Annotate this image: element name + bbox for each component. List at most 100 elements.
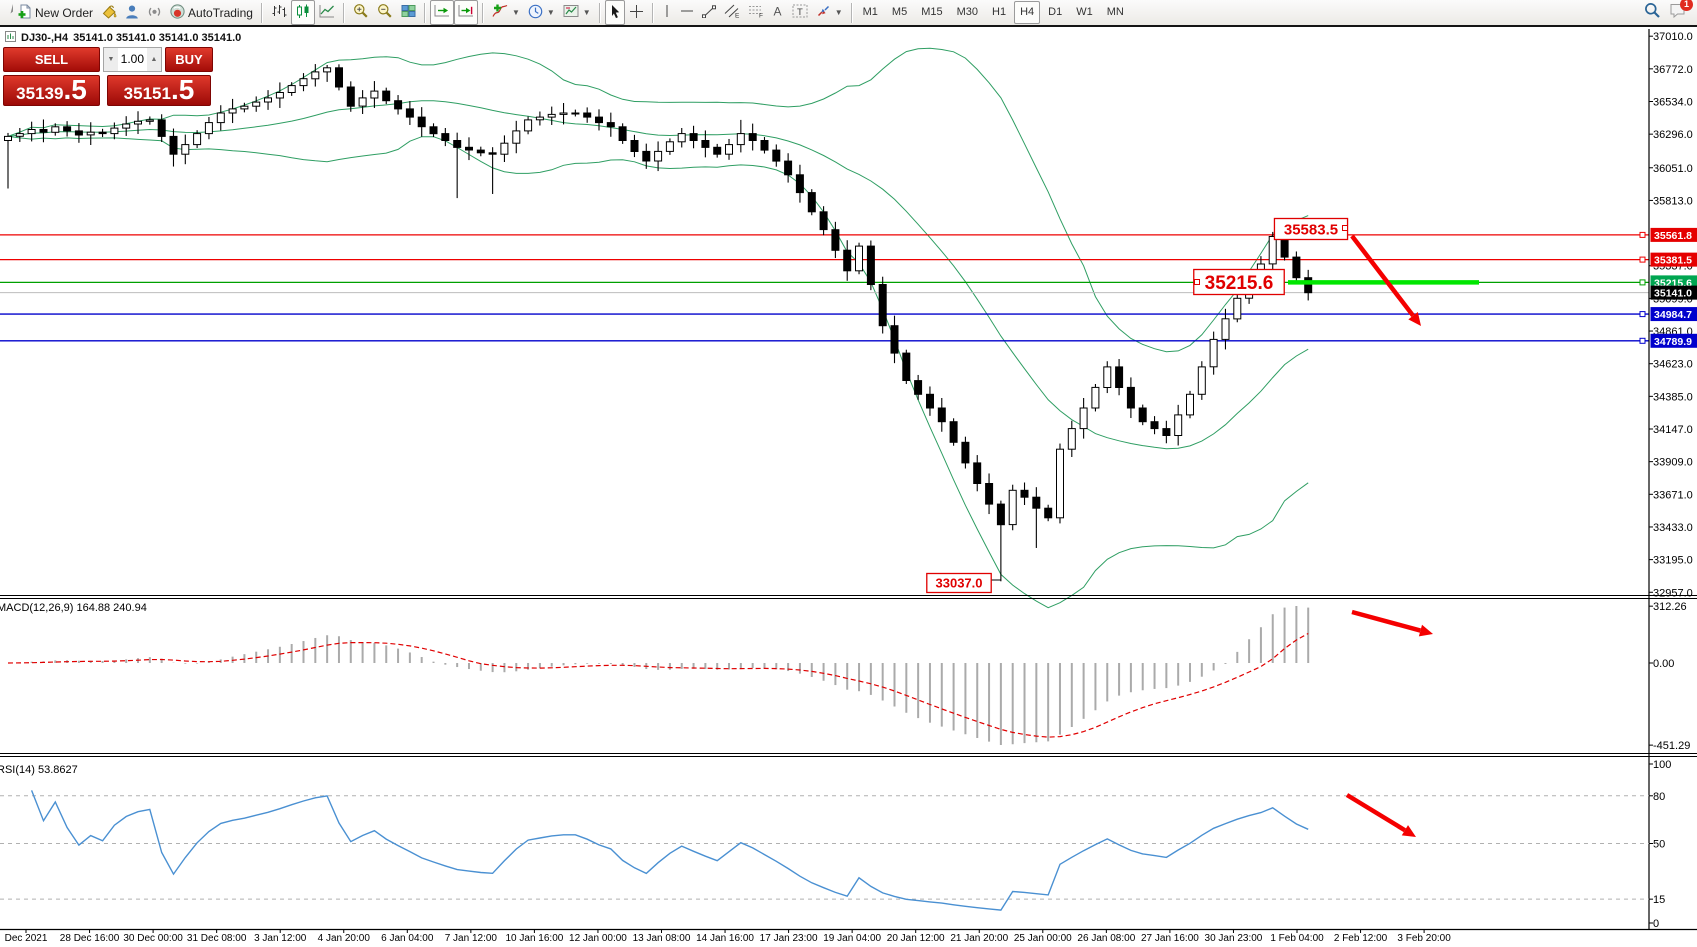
- profile-button[interactable]: [121, 0, 143, 25]
- svg-text:34984.7: 34984.7: [1654, 309, 1692, 321]
- candle: [795, 174, 804, 194]
- candle: [15, 133, 24, 137]
- templates-button[interactable]: ▼: [559, 0, 595, 25]
- styles-bucket-button[interactable]: [97, 0, 121, 25]
- signal-button[interactable]: [143, 0, 166, 25]
- notification-badge: 1: [1680, 0, 1693, 11]
- candle: [1115, 366, 1124, 388]
- candle: [275, 92, 284, 99]
- price-annotation-box: [1193, 268, 1285, 296]
- arrows-button[interactable]: ▼: [812, 0, 847, 25]
- auto-scroll-icon: [434, 4, 450, 21]
- y-axis-label: 34623.0: [1653, 359, 1693, 371]
- periods-button[interactable]: ▼: [524, 0, 559, 25]
- y-axis-label: 36534.0: [1653, 97, 1693, 109]
- bollinger-band: [7, 135, 1309, 609]
- price-tag: [1650, 333, 1697, 348]
- chart-shift-button[interactable]: [453, 0, 478, 25]
- timeframe-D1[interactable]: D1: [1048, 6, 1063, 18]
- clipped-toolbar-icon: [4, 3, 13, 23]
- x-axis-label: 30 Dec 00:00: [123, 933, 183, 944]
- timeframe-M15[interactable]: M15: [921, 6, 943, 18]
- autotrading-button[interactable]: AutoTrading: [166, 0, 257, 25]
- y-axis-label: 33433.0: [1653, 522, 1693, 534]
- candle: [807, 192, 816, 213]
- candle: [228, 108, 237, 114]
- bar-chart-button[interactable]: [267, 0, 291, 25]
- volume-input[interactable]: 1.00: [118, 48, 147, 71]
- candle: [642, 150, 651, 162]
- tile-windows-button[interactable]: [397, 0, 420, 25]
- timeframe-H4[interactable]: H4: [1014, 1, 1041, 24]
- line-chart-button[interactable]: [315, 0, 339, 25]
- y-axis-label: 33195.0: [1653, 555, 1693, 567]
- sell-button[interactable]: SELL: [3, 47, 100, 72]
- volume-decrease-button[interactable]: ▼: [104, 48, 118, 71]
- trend-arrow: [1350, 234, 1415, 318]
- x-axis-label: 12 Jan 00:00: [569, 933, 627, 944]
- candle: [335, 67, 343, 88]
- y-axis-label: 36296.0: [1653, 129, 1693, 141]
- x-axis-label: 20 Jan 12:00: [887, 933, 945, 944]
- rsi-axis-label: 80: [1653, 791, 1665, 803]
- svg-text:E: E: [735, 13, 740, 19]
- svg-text:35381.5: 35381.5: [1654, 255, 1692, 267]
- candle: [63, 126, 72, 132]
- candle: [677, 133, 686, 143]
- candle: [819, 211, 828, 231]
- timeframe-buttons: M1 M5 M15 M30 H1 H4 D1 W1 MN: [857, 1, 1130, 24]
- fibonacci-button[interactable]: F: [744, 0, 768, 25]
- y-axis-label: 34147.0: [1653, 424, 1693, 436]
- candle: [547, 113, 556, 118]
- timeframe-M1[interactable]: M1: [862, 6, 878, 18]
- timeframe-M30[interactable]: M30: [956, 6, 979, 18]
- vertical-line-button[interactable]: [658, 0, 676, 25]
- sell-price[interactable]: 35139.5: [3, 75, 100, 106]
- svg-text:35141.0: 35141.0: [1654, 288, 1692, 300]
- paint-bucket-icon: [101, 4, 117, 22]
- timeframe-H1[interactable]: H1: [992, 6, 1007, 18]
- search-icon[interactable]: [1644, 2, 1661, 24]
- buy-button[interactable]: BUY: [165, 47, 213, 72]
- candle: [760, 140, 769, 151]
- timeframe-W1[interactable]: W1: [1076, 6, 1093, 18]
- indicators-button[interactable]: ▼: [488, 0, 524, 25]
- equidistant-channel-button[interactable]: E: [720, 0, 744, 25]
- candle: [571, 112, 580, 115]
- macd-signal-line: [7, 632, 1309, 738]
- volume-increase-button[interactable]: ▲: [147, 48, 161, 71]
- candle: [701, 140, 710, 148]
- cursor-button[interactable]: [604, 0, 625, 25]
- timeframe-M5[interactable]: M5: [891, 6, 908, 18]
- candle: [134, 120, 142, 125]
- candle: [914, 380, 923, 395]
- rsi-axis-label: 50: [1653, 839, 1665, 851]
- svg-text:34789.9: 34789.9: [1654, 336, 1692, 348]
- candle: [1162, 428, 1171, 437]
- candle: [1197, 366, 1206, 395]
- candle: [465, 146, 473, 151]
- candlestick-chart-button[interactable]: [290, 0, 315, 25]
- candle: [394, 100, 403, 110]
- crosshair-button[interactable]: [625, 0, 648, 25]
- x-axis-label: 27 Jan 16:00: [1141, 933, 1199, 944]
- bollinger-band: [7, 47, 1309, 353]
- auto-scroll-button[interactable]: [429, 0, 454, 25]
- buy-price[interactable]: 35151.5: [107, 75, 211, 106]
- macd-axis-label: -451.29: [1653, 740, 1690, 752]
- candle: [665, 141, 674, 152]
- zoom-in-button[interactable]: [349, 0, 373, 25]
- candle: [1150, 421, 1159, 430]
- text-button[interactable]: A: [768, 0, 788, 25]
- candle: [606, 122, 615, 128]
- text-label-button[interactable]: T: [788, 0, 812, 25]
- notifications-button[interactable]: 1: [1669, 0, 1693, 23]
- separator: [423, 2, 426, 23]
- x-axis-label: 21 Jan 20:00: [950, 933, 1008, 944]
- horizontal-line-button[interactable]: [676, 0, 698, 25]
- timeframe-MN[interactable]: MN: [1106, 6, 1124, 18]
- new-order-button[interactable]: New Order: [13, 0, 97, 25]
- trendline-button[interactable]: [698, 0, 720, 25]
- zoom-out-button[interactable]: [373, 0, 397, 25]
